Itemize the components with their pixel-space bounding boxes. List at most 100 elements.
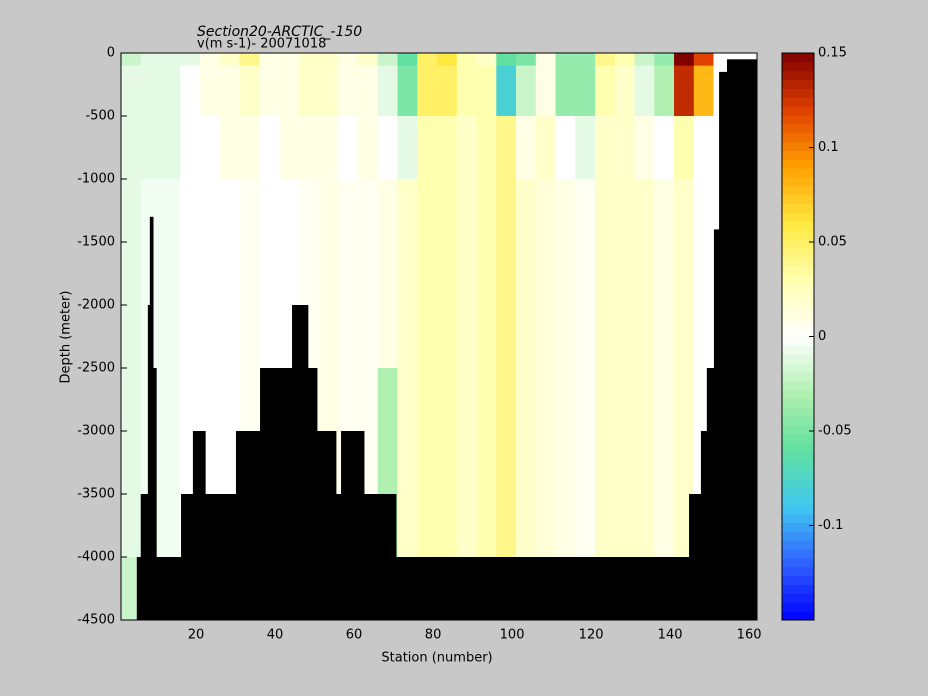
heatmap-cell xyxy=(693,53,715,67)
heatmap-cell xyxy=(338,242,359,306)
heatmap-cell xyxy=(417,53,438,67)
colorbar-swatch xyxy=(782,363,814,373)
heatmap-cell xyxy=(200,305,221,369)
heatmap-cell xyxy=(437,431,458,495)
x-tick-label: 20 xyxy=(188,628,205,643)
heatmap-cell xyxy=(674,53,695,67)
heatmap-cell xyxy=(634,65,655,117)
heatmap-cell xyxy=(634,242,655,306)
heatmap-cell xyxy=(298,179,320,243)
x-tick-label: 80 xyxy=(425,628,442,643)
y-tick-label: -2000 xyxy=(77,298,115,313)
bathymetry xyxy=(181,494,194,620)
heatmap-cell xyxy=(219,368,241,432)
colorbar-swatch xyxy=(782,593,814,603)
heatmap-cell xyxy=(575,494,596,558)
colorbar-swatch xyxy=(782,442,814,453)
x-tick-label: 100 xyxy=(500,628,525,643)
heatmap-cell xyxy=(377,431,399,495)
heatmap-cell xyxy=(555,431,576,495)
heatmap-cell xyxy=(219,179,241,243)
bathymetry xyxy=(205,494,237,620)
heatmap-cell xyxy=(535,179,557,243)
heatmap-cell xyxy=(180,368,201,432)
colorbar-swatch xyxy=(782,575,814,586)
heatmap-cell xyxy=(417,179,438,243)
colorbar-swatch xyxy=(782,327,814,337)
bathymetry xyxy=(700,431,708,620)
colorbar-swatch xyxy=(782,451,814,462)
heatmap-cell xyxy=(397,431,418,495)
bathymetry xyxy=(689,494,702,620)
heatmap-cell xyxy=(595,368,616,432)
colorbar-swatch xyxy=(782,611,814,621)
colorbar-swatch xyxy=(782,265,814,275)
heatmap-cell xyxy=(654,305,675,369)
heatmap-cell xyxy=(219,305,241,369)
colorbar-swatch xyxy=(782,115,814,125)
colorbar-swatch xyxy=(782,584,814,594)
heatmap-cell xyxy=(595,53,616,67)
heatmap-cell xyxy=(298,53,320,67)
heatmap-cell xyxy=(575,242,596,306)
heatmap-cell xyxy=(456,494,478,558)
heatmap-cell xyxy=(259,53,280,67)
heatmap-cell xyxy=(397,242,418,306)
heatmap-cell xyxy=(219,53,241,67)
colorbar-swatch xyxy=(782,318,814,329)
x-tick-label: 120 xyxy=(579,628,604,643)
heatmap-cell xyxy=(377,179,399,243)
colorbar-swatch xyxy=(782,185,814,196)
colorbar-swatch xyxy=(782,106,814,116)
heatmap-cell xyxy=(456,116,478,180)
heatmap-cell xyxy=(239,305,260,369)
heatmap-cell xyxy=(516,494,537,558)
colorbar-swatch xyxy=(782,425,814,435)
colorbar-swatch xyxy=(782,274,814,284)
heatmap-cell xyxy=(614,242,636,306)
heatmap-cell xyxy=(358,53,379,67)
heatmap-cell xyxy=(239,65,260,117)
chart-title: Section20-ARCTIC_-150 xyxy=(197,24,362,40)
colorbar-swatch xyxy=(782,247,814,258)
heatmap-cell xyxy=(180,305,201,369)
heatmap-cell xyxy=(318,368,339,432)
heatmap-cell xyxy=(358,116,379,180)
heatmap-cell xyxy=(298,242,320,306)
heatmap-cell xyxy=(535,116,557,180)
heatmap-cell xyxy=(437,494,458,558)
y-tick-label: -1500 xyxy=(77,235,115,250)
heatmap-cell xyxy=(259,116,280,180)
colorbar-swatch xyxy=(782,513,814,524)
heatmap-cell xyxy=(555,179,576,243)
heatmap-cell xyxy=(614,65,636,117)
x-axis-label: Station (number) xyxy=(381,651,492,666)
colorbar-swatch xyxy=(782,309,814,320)
colorbar-swatch xyxy=(782,336,814,346)
heatmap-cell xyxy=(397,368,418,432)
heatmap-cell xyxy=(140,179,162,243)
heatmap-cell xyxy=(614,116,636,180)
heatmap-cell xyxy=(121,65,142,117)
axes-frame xyxy=(120,52,758,621)
heatmap-cell xyxy=(674,305,695,369)
heatmap-cell xyxy=(654,179,675,243)
heatmap-cell xyxy=(575,65,596,117)
heatmap-cell xyxy=(358,305,379,369)
heatmap-cell xyxy=(279,116,300,180)
heatmap-cell xyxy=(121,494,142,558)
heatmap-cell xyxy=(634,116,655,180)
heatmap-cell xyxy=(219,65,241,117)
colorbar-swatch xyxy=(782,239,814,249)
heatmap-cell xyxy=(338,65,359,117)
x-tick-label: 40 xyxy=(267,628,284,643)
bathymetry xyxy=(292,305,309,620)
bathymetry xyxy=(341,431,365,620)
colorbar-swatch xyxy=(782,177,814,187)
heatmap-cell xyxy=(496,242,517,306)
heatmap-cell xyxy=(417,431,438,495)
colorbar-swatch xyxy=(782,433,814,444)
colorbar-swatch xyxy=(782,212,814,222)
heatmap-cell xyxy=(121,179,142,243)
